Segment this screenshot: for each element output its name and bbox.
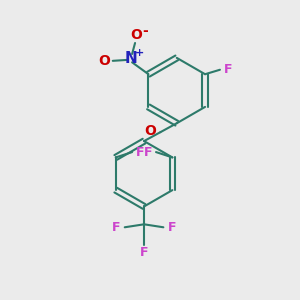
Text: O: O	[144, 124, 156, 138]
Text: F: F	[112, 221, 121, 234]
Text: F: F	[224, 63, 232, 76]
Text: F: F	[143, 146, 152, 159]
Text: F: F	[167, 221, 176, 234]
Text: +: +	[135, 48, 144, 58]
Text: F: F	[136, 146, 145, 159]
Text: N: N	[125, 51, 138, 66]
Text: O: O	[130, 28, 142, 42]
Text: O: O	[98, 54, 110, 68]
Text: F: F	[140, 246, 148, 259]
Text: -: -	[142, 23, 148, 38]
